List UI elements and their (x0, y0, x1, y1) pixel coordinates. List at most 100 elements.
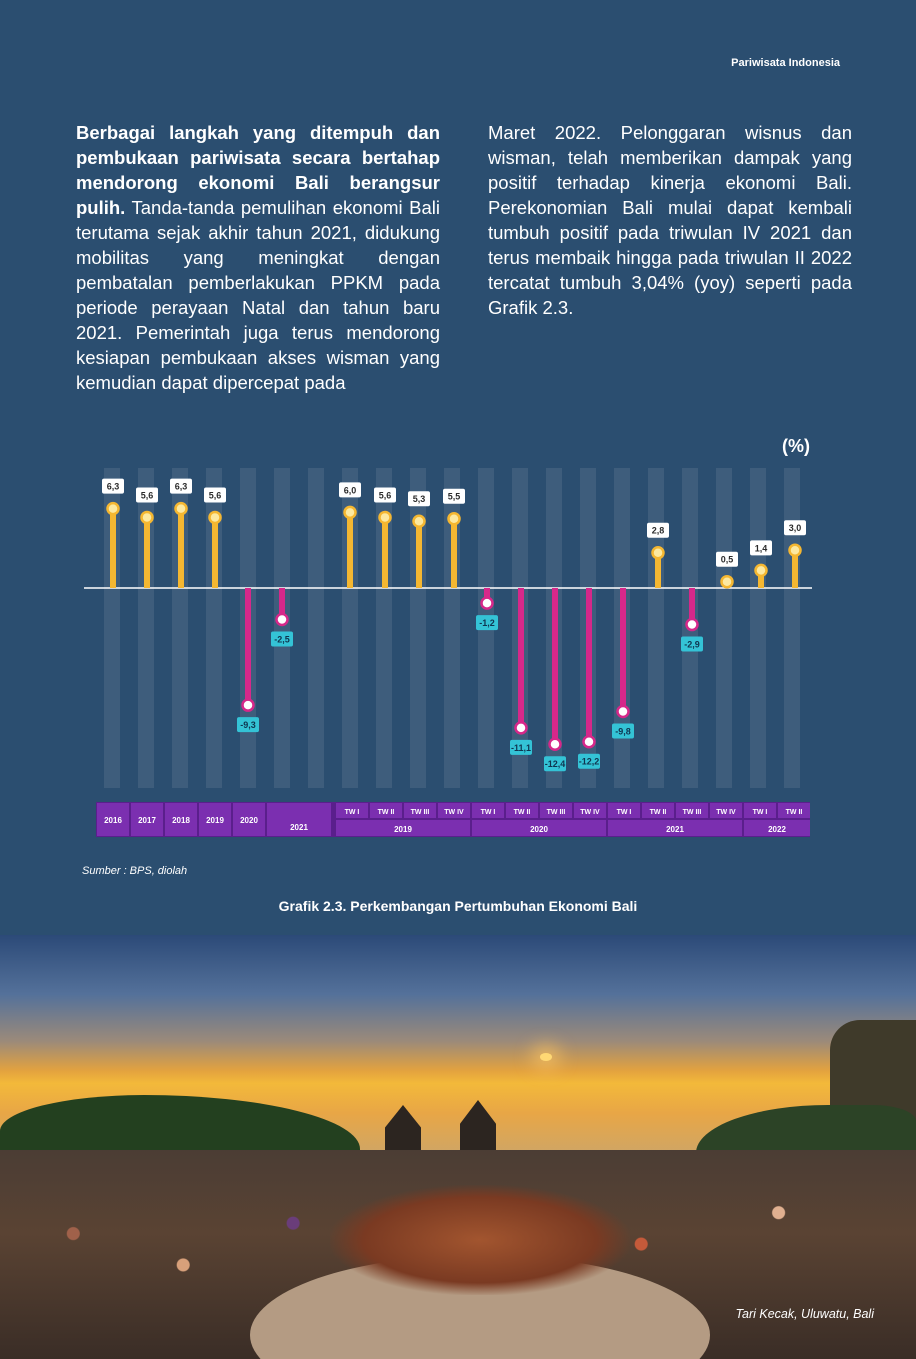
quarter-tick-label: TW I (617, 809, 632, 816)
quarter-cell (472, 803, 504, 818)
column-stripe (750, 468, 766, 788)
quarter-tick-label: TW II (378, 809, 395, 816)
quarter-cell (370, 803, 402, 818)
value-label: 3,0 (789, 523, 802, 533)
bar-endpoint (174, 501, 188, 516)
bar (552, 588, 558, 745)
quarter-tick-label: TW I (345, 809, 360, 816)
value-label: 5,6 (141, 490, 154, 500)
value-label-box (476, 615, 498, 631)
annual-tick-label: 2016 (104, 816, 122, 825)
bar-endpoint (275, 612, 289, 627)
bar-endpoint (788, 543, 802, 557)
year-group-label: 2022 (768, 825, 786, 834)
bar-endpoint (616, 704, 630, 719)
quarter-cell (540, 803, 572, 818)
bar-endpoint (548, 737, 562, 751)
bar-endpoint (720, 574, 734, 589)
quarter-cell (676, 803, 708, 818)
quarter-cell (744, 803, 776, 818)
unit-label: (%) (782, 436, 810, 456)
bar-endpoint (514, 721, 528, 735)
value-label: -9,8 (615, 726, 631, 736)
chart-caption: Grafik 2.3. Perkembangan Pertumbuhan Eko… (278, 898, 638, 914)
bar-endpoint (412, 514, 426, 528)
column-stripe (308, 468, 324, 788)
value-label-box (443, 488, 465, 504)
value-label: 5,5 (448, 492, 461, 502)
column-stripe (274, 468, 290, 788)
quarter-cell (574, 803, 606, 818)
bar (758, 570, 764, 588)
quarter-cell (336, 803, 368, 818)
column-stripe (342, 468, 358, 788)
value-label: -11,1 (511, 743, 531, 753)
value-label: -12,2 (579, 757, 600, 767)
value-label: 6,3 (175, 482, 188, 492)
value-label: 5,6 (209, 490, 222, 500)
bar-endpoint (480, 596, 494, 610)
text-column-right: Maret 2022. Pelonggaran wisnus dan wisma… (488, 120, 852, 320)
year-group-label: 2021 (666, 825, 684, 834)
photo-caption: Tari Kecak, Uluwatu, Bali (735, 1307, 875, 1321)
value-label-box (204, 487, 226, 503)
quarter-tick-label: TW IV (580, 809, 600, 816)
value-label: -2,9 (684, 640, 700, 650)
bar (279, 588, 285, 620)
bar-endpoint (685, 617, 699, 632)
bar (689, 588, 695, 625)
bar (144, 517, 150, 588)
body-text-left: Tanda-tanda pemulihan ekonomi Bali terut… (76, 197, 440, 393)
year-group-label: 2019 (394, 825, 412, 834)
page-header: Pariwisata Indonesia (731, 57, 840, 69)
value-label-box (544, 756, 566, 772)
value-label-box (339, 482, 361, 498)
value-label-box (374, 487, 396, 503)
value-label: 2,8 (652, 526, 665, 536)
value-label: 5,6 (379, 490, 392, 500)
bar-endpoint (106, 501, 120, 516)
value-label: -12,4 (545, 759, 566, 769)
quarter-tick-label: TW III (411, 809, 430, 816)
kecak-dancers (330, 1185, 630, 1295)
annual-cell (199, 803, 231, 836)
bar-endpoint (208, 510, 222, 525)
body-text-right: Maret 2022. Pelonggaran wisnus dan wisma… (488, 122, 852, 318)
bar-endpoint (651, 545, 665, 560)
value-label: -2,5 (274, 635, 290, 645)
quarter-tick-label: TW II (786, 809, 803, 816)
year-group-label: 2020 (530, 825, 548, 834)
annual-tick-label: 2020 (240, 816, 258, 825)
column-stripe (648, 468, 664, 788)
quarter-cell (710, 803, 742, 818)
year-group-cell (336, 820, 470, 836)
column-stripe (784, 468, 800, 788)
bar (347, 512, 353, 588)
kecak-dance-photo: Tari Kecak, Uluwatu, Bali (0, 935, 916, 1359)
value-label-box (681, 636, 703, 652)
value-label-box (408, 491, 430, 507)
annual-cell (267, 803, 331, 836)
value-label: 5,3 (413, 494, 426, 504)
bar (245, 588, 251, 706)
bar (451, 518, 457, 588)
quarter-tick-label: TW IV (716, 809, 736, 816)
value-label-box (647, 522, 669, 538)
quarter-tick-label: TW III (547, 809, 566, 816)
bar-endpoint (447, 511, 461, 526)
chart-source: Sumber : BPS, diolah (82, 865, 188, 877)
quarter-tick-label: TW I (481, 809, 496, 816)
text-column-left: Berbagai langkah yang ditempuh dan pembu… (76, 120, 440, 395)
annual-cell (233, 803, 265, 836)
year-group-cell (744, 820, 810, 836)
bar-endpoint (241, 698, 255, 712)
value-label-box (750, 540, 772, 556)
annual-tick-label: 2018 (172, 816, 190, 825)
value-label-box (237, 717, 259, 733)
lead-sentence: Berbagai langkah yang ditempuh dan pembu… (76, 122, 440, 218)
quarter-cell (438, 803, 470, 818)
value-label: -9,3 (240, 720, 256, 730)
value-label-box (784, 520, 806, 536)
quarter-cell (404, 803, 436, 818)
year-group-cell (472, 820, 606, 836)
